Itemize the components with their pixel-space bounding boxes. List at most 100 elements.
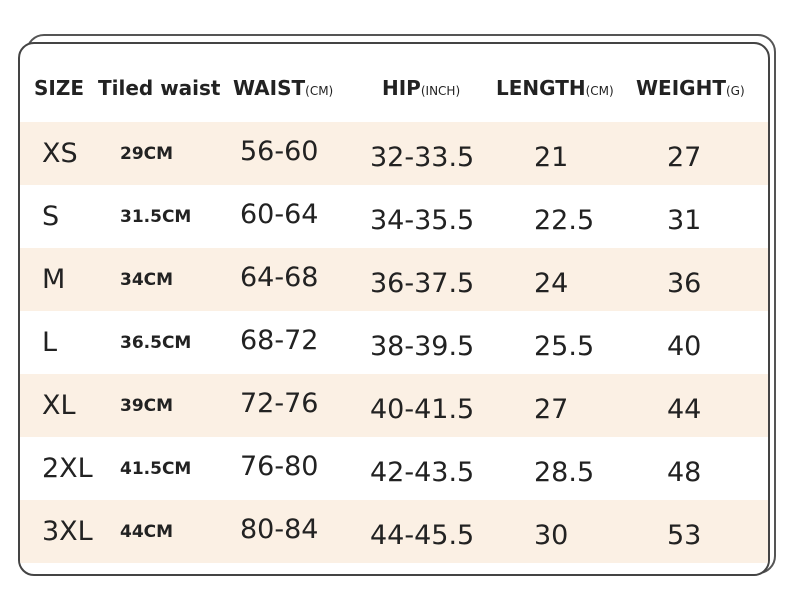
cell-text: 22.5	[534, 205, 595, 236]
table-cell: 44CM	[120, 522, 173, 542]
table-cell: 30	[534, 520, 568, 551]
table-cell: 76-80	[240, 451, 318, 482]
table-row: XS 29CM 56-60 32-33.5 21 27	[20, 122, 768, 185]
table-cell: 34CM	[120, 270, 173, 290]
table-cell: 36.5CM	[120, 333, 191, 353]
cell-text: 24	[534, 268, 569, 299]
header-unit: (G)	[725, 84, 745, 98]
header-label: Tiled waist	[98, 76, 221, 100]
cell-text: 30	[534, 520, 569, 551]
cell-text: 34CM	[120, 270, 174, 290]
table-cell: 28.5	[534, 457, 594, 488]
table-cell: 21	[534, 142, 568, 173]
header-label: WEIGHT	[636, 76, 726, 100]
cell-text: 21	[534, 142, 569, 173]
cell-text: 32-33.5	[370, 142, 475, 173]
header-cell: SIZE	[34, 76, 84, 100]
table-cell: 31.5CM	[120, 207, 191, 227]
table-cell: 3XL	[42, 516, 93, 547]
cell-text: 53	[667, 520, 702, 551]
table-cell: 29CM	[120, 144, 173, 164]
table-cell: L	[42, 327, 57, 358]
cell-text: 27	[667, 142, 702, 173]
table-row: L 36.5CM 68-72 38-39.5 25.5 40	[20, 311, 768, 374]
table-cell: 68-72	[240, 325, 318, 356]
cell-text: 48	[667, 457, 702, 488]
table-cell: 60-64	[240, 199, 318, 230]
table-cell: 44-45.5	[370, 520, 474, 551]
table-cell: 48	[667, 457, 701, 488]
table-cell: 38-39.5	[370, 331, 474, 362]
table-cell: 53	[667, 520, 701, 551]
table-cell: 34-35.5	[370, 205, 474, 236]
cell-text: 44-45.5	[370, 520, 475, 551]
table-cell: 41.5CM	[120, 459, 191, 479]
cell-text: 25.5	[534, 331, 595, 362]
header-cell: Tiled waist	[98, 76, 221, 100]
cell-text: L	[42, 327, 58, 358]
cell-text: 44CM	[120, 522, 174, 542]
table-cell: 36-37.5	[370, 268, 474, 299]
table-cell: 32-33.5	[370, 142, 474, 173]
table-cell: 22.5	[534, 205, 594, 236]
cell-text: 80-84	[240, 514, 319, 545]
cell-text: 28.5	[534, 457, 595, 488]
cell-text: 40-41.5	[370, 394, 475, 425]
cell-text: 76-80	[240, 451, 319, 482]
cell-text: 2XL	[42, 453, 93, 484]
header-unit: (INCH)	[420, 84, 461, 98]
header-cell: HIP(INCH)	[382, 76, 460, 100]
table-cell: XS	[42, 138, 78, 169]
cell-text: 31	[667, 205, 702, 236]
cell-text: 3XL	[42, 516, 93, 547]
cell-text: 44	[667, 394, 702, 425]
table-cell: 31	[667, 205, 701, 236]
cell-text: M	[42, 264, 66, 295]
header-unit: (CM)	[305, 84, 334, 98]
cell-text: 40	[667, 331, 702, 362]
table-cell: 2XL	[42, 453, 93, 484]
table-cell: 40-41.5	[370, 394, 474, 425]
header-cell: WEIGHT(G)	[636, 76, 745, 100]
table-row: M 34CM 64-68 36-37.5 24 36	[20, 248, 768, 311]
table-cell: 39CM	[120, 396, 173, 416]
cell-text: 34-35.5	[370, 205, 475, 236]
header-label: LENGTH	[496, 76, 586, 100]
table-row: 3XL 44CM 80-84 44-45.5 30 53	[20, 500, 768, 563]
cell-text: 42-43.5	[370, 457, 475, 488]
table-cell: 27	[534, 394, 568, 425]
cell-text: 36-37.5	[370, 268, 475, 299]
table-cell: 40	[667, 331, 701, 362]
table-cell: XL	[42, 390, 76, 421]
header-label: SIZE	[34, 76, 85, 100]
table-cell: 80-84	[240, 514, 318, 545]
header-unit: (CM)	[585, 84, 614, 98]
header-cell: LENGTH(CM)	[496, 76, 614, 100]
cell-text: 60-64	[240, 199, 319, 230]
cell-text: 72-76	[240, 388, 319, 419]
table-cell: 24	[534, 268, 568, 299]
cell-text: XL	[42, 390, 76, 421]
cell-text: 39CM	[120, 396, 174, 416]
header-cell: WAIST(CM)	[233, 76, 333, 100]
table-row: S 31.5CM 60-64 34-35.5 22.5 31	[20, 185, 768, 248]
cell-text: S	[42, 201, 60, 232]
cell-text: 36	[667, 268, 702, 299]
cell-text: 36.5CM	[120, 333, 192, 353]
table-row: XL 39CM 72-76 40-41.5 27 44	[20, 374, 768, 437]
cell-text: 38-39.5	[370, 331, 475, 362]
header-label: HIP	[382, 76, 421, 100]
cell-text: 68-72	[240, 325, 319, 356]
cell-text: 41.5CM	[120, 459, 192, 479]
table-cell: 56-60	[240, 136, 318, 167]
table-cell: 42-43.5	[370, 457, 474, 488]
table-cell: 64-68	[240, 262, 318, 293]
cell-text: 29CM	[120, 144, 174, 164]
cell-text: 31.5CM	[120, 207, 192, 227]
cell-text: 27	[534, 394, 569, 425]
cell-text: 64-68	[240, 262, 319, 293]
table-cell: 72-76	[240, 388, 318, 419]
table-cell: M	[42, 264, 65, 295]
table-cell: 25.5	[534, 331, 594, 362]
